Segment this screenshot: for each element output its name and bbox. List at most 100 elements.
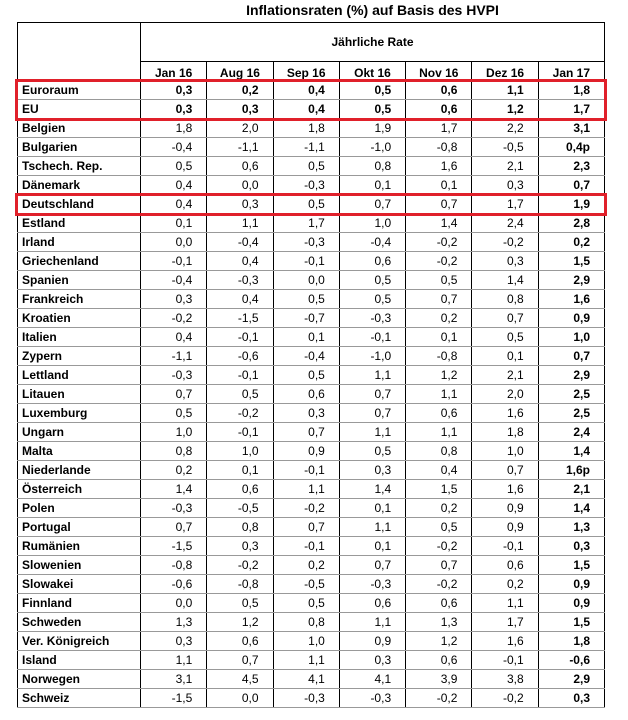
row-label: Lettland bbox=[17, 365, 141, 385]
table-row: Slowenien -0,8 -0,2 0,2 0,7 0,7 0,6 1,5 bbox=[17, 555, 606, 575]
cell-value: 0,4 bbox=[206, 289, 274, 309]
cell-value: -0,3 bbox=[338, 308, 407, 328]
cell-value: 0,3 bbox=[139, 99, 208, 119]
cell-value: -0,4 bbox=[139, 270, 208, 290]
cell-value: 0,1 bbox=[139, 213, 208, 233]
cell-value: 1,8 bbox=[272, 118, 340, 138]
cell-value: 1,1 bbox=[471, 593, 539, 613]
cell-value: 2,0 bbox=[471, 384, 539, 404]
cell-value: 0,6 bbox=[206, 156, 274, 176]
cell-value: 0,7 bbox=[338, 194, 407, 214]
cell-value: 0,9 bbox=[537, 593, 606, 613]
cell-value: 1,1 bbox=[471, 80, 539, 100]
cell-value: 4,1 bbox=[272, 669, 340, 689]
cell-value: 0,1 bbox=[338, 498, 407, 518]
cell-value: -0,6 bbox=[139, 574, 208, 594]
cell-value: 0,7 bbox=[405, 555, 473, 575]
cell-value: 3,9 bbox=[405, 669, 473, 689]
cell-value: 0,1 bbox=[338, 536, 407, 556]
column-header: Aug 16 bbox=[206, 61, 274, 81]
inflation-table: Jährliche Rate Jan 16 Aug 16 Sep 16 Okt 16 N… bbox=[17, 22, 606, 708]
corner-cell bbox=[17, 22, 141, 81]
cell-value: -1,1 bbox=[139, 346, 208, 366]
column-header: Dez 16 bbox=[471, 61, 539, 81]
cell-value: 3,8 bbox=[471, 669, 539, 689]
cell-value: 0,5 bbox=[338, 289, 407, 309]
table-row: Finnland 0,0 0,5 0,5 0,6 0,6 1,1 0,9 bbox=[17, 593, 606, 613]
cell-value: 0,0 bbox=[139, 593, 208, 613]
cell-value: 2,1 bbox=[471, 365, 539, 385]
cell-value: -0,4 bbox=[206, 232, 274, 252]
cell-value: 0,8 bbox=[405, 441, 473, 461]
cell-value: 0,8 bbox=[139, 441, 208, 461]
table-row: Bulgarien -0,4 -1,1 -1,1 -1,0 -0,8 -0,5 0,4p bbox=[17, 137, 606, 157]
cell-value: -0,1 bbox=[139, 251, 208, 271]
cell-value: 0,5 bbox=[338, 80, 407, 100]
cell-value: 0,2 bbox=[206, 80, 274, 100]
cell-value: 2,4 bbox=[537, 422, 606, 442]
cell-value: 1,3 bbox=[537, 517, 606, 537]
column-header: Jan 17 bbox=[537, 61, 606, 81]
cell-value: 0,2 bbox=[405, 308, 473, 328]
cell-value: 1,1 bbox=[272, 479, 340, 499]
cell-value: 0,7 bbox=[537, 346, 606, 366]
cell-value: 0,4 bbox=[139, 327, 208, 347]
cell-value: 0,3 bbox=[537, 688, 606, 708]
cell-value: 0,1 bbox=[338, 175, 407, 195]
cell-value: 2,3 bbox=[537, 156, 606, 176]
cell-value: 1,1 bbox=[338, 517, 407, 537]
cell-value: 0,0 bbox=[139, 232, 208, 252]
cell-value: -0,8 bbox=[206, 574, 274, 594]
table-row: Norwegen 3,1 4,5 4,1 4,1 3,9 3,8 2,9 bbox=[17, 669, 606, 689]
cell-value: 0,3 bbox=[206, 194, 274, 214]
group-header: Jährliche Rate bbox=[140, 22, 605, 62]
cell-value: 0,5 bbox=[338, 270, 407, 290]
row-label: Luxemburg bbox=[17, 403, 141, 423]
row-label: Malta bbox=[17, 441, 141, 461]
cell-value: 0,0 bbox=[206, 175, 274, 195]
cell-value: 0,3 bbox=[139, 289, 208, 309]
cell-value: 0,9 bbox=[338, 631, 407, 651]
cell-value: -0,6 bbox=[537, 650, 606, 670]
cell-value: 2,9 bbox=[537, 270, 606, 290]
table-row: Polen -0,3 -0,5 -0,2 0,1 0,2 0,9 1,4 bbox=[17, 498, 606, 518]
cell-value: 0,9 bbox=[537, 308, 606, 328]
table-row: Spanien -0,4 -0,3 0,0 0,5 0,5 1,4 2,9 bbox=[17, 270, 606, 290]
cell-value: -0,3 bbox=[272, 232, 340, 252]
column-header: Sep 16 bbox=[272, 61, 340, 81]
table-row: Italien 0,4 -0,1 0,1 -0,1 0,1 0,5 1,0 bbox=[17, 327, 606, 347]
cell-value: 3,1 bbox=[139, 669, 208, 689]
cell-value: -0,8 bbox=[405, 137, 473, 157]
table-row: Euroraum 0,3 0,2 0,4 0,5 0,6 1,1 1,8 bbox=[17, 80, 606, 100]
table-row: Niederlande 0,2 0,1 -0,1 0,3 0,4 0,7 1,6p bbox=[17, 460, 606, 480]
cell-value: -0,4 bbox=[139, 137, 208, 157]
cell-value: 4,5 bbox=[206, 669, 274, 689]
table-row: Deutschland 0,4 0,3 0,5 0,7 0,7 1,7 1,9 bbox=[17, 194, 606, 214]
cell-value: 0,1 bbox=[272, 327, 340, 347]
cell-value: 0,5 bbox=[139, 156, 208, 176]
cell-value: 1,1 bbox=[338, 422, 407, 442]
cell-value: 1,9 bbox=[537, 194, 606, 214]
row-label: Bulgarien bbox=[17, 137, 141, 157]
cell-value: 0,6 bbox=[405, 650, 473, 670]
cell-value: -1,1 bbox=[206, 137, 274, 157]
cell-value: 1,1 bbox=[338, 612, 407, 632]
cell-value: 1,7 bbox=[471, 612, 539, 632]
row-label: Ver. Königreich bbox=[17, 631, 141, 651]
cell-value: 0,8 bbox=[272, 612, 340, 632]
cell-value: 1,2 bbox=[206, 612, 274, 632]
cell-value: 0,6 bbox=[405, 99, 473, 119]
cell-value: 1,7 bbox=[405, 118, 473, 138]
table-title: Inflationsraten (%) auf Basis des HVPI bbox=[246, 2, 499, 18]
cell-value: -0,3 bbox=[338, 574, 407, 594]
cell-value: 1,6p bbox=[537, 460, 606, 480]
cell-value: 1,2 bbox=[405, 631, 473, 651]
cell-value: 1,0 bbox=[338, 213, 407, 233]
cell-value: 1,3 bbox=[405, 612, 473, 632]
row-label: EU bbox=[17, 99, 141, 119]
cell-value: 2,8 bbox=[537, 213, 606, 233]
cell-value: 2,4 bbox=[471, 213, 539, 233]
table-row: Estland 0,1 1,1 1,7 1,0 1,4 2,4 2,8 bbox=[17, 213, 606, 233]
cell-value: 1,2 bbox=[471, 99, 539, 119]
cell-value: 0,6 bbox=[405, 593, 473, 613]
